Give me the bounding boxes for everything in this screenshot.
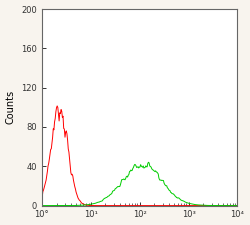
Y-axis label: Counts: Counts [6, 90, 16, 124]
